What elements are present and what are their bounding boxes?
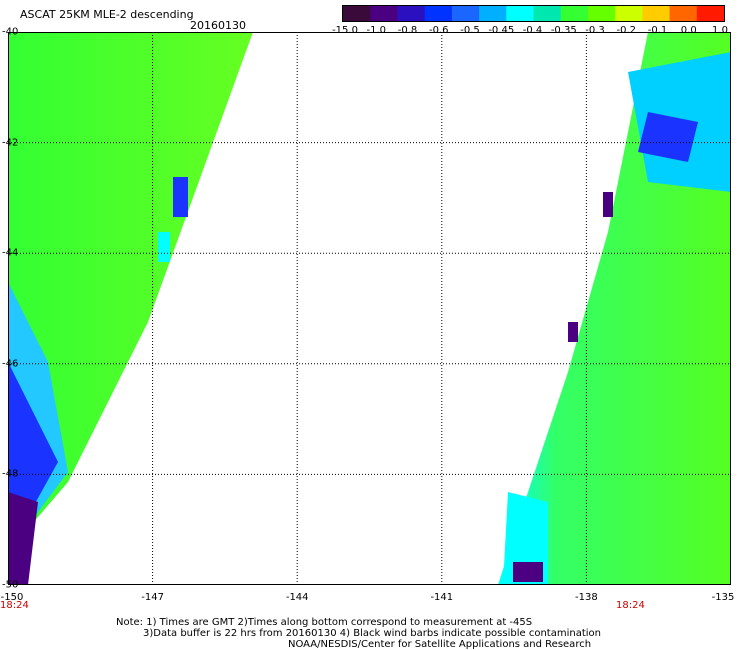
colorbar-tick-label: -15.0 [332, 25, 358, 36]
latitude-label: -48 [2, 468, 19, 480]
colorbar-tick-label: -0.8 [397, 25, 418, 36]
colorbar-swatch [560, 6, 589, 21]
latitude-label: -50 [2, 579, 19, 591]
colorbar-swatch [479, 6, 507, 21]
colorbar-tick-label: -0.45 [488, 25, 515, 36]
colorbar-tick-label: -0.2 [616, 25, 637, 36]
longitude-label: -141 [430, 592, 454, 603]
colorbar-swatch [642, 6, 671, 21]
colorbar-swatch [343, 6, 371, 21]
note-line-2: 3)Data buffer is 22 hrs from 20160130 4)… [143, 628, 601, 639]
colorbar-swatch [424, 6, 453, 21]
colorbar-tick-label: -0.6 [428, 25, 449, 36]
colorbar [342, 5, 725, 22]
map-plot [8, 32, 731, 585]
colorbar-swatch [506, 6, 534, 21]
latitude-label: -42 [2, 137, 19, 149]
colorbar-tick-label: -0.4 [522, 25, 543, 36]
colorbar-tick-label: 1.0 [712, 25, 728, 36]
longitude-label: -147 [141, 592, 164, 603]
map-grid [8, 32, 731, 585]
colorbar-tick-label: -0.35 [550, 25, 577, 36]
swath-right [498, 32, 731, 585]
latitude-label: -44 [2, 247, 19, 259]
colorbar-swatch [451, 6, 480, 21]
colorbar-swatch [615, 6, 643, 21]
colorbar-tick-label: -0.3 [585, 25, 605, 36]
colorbar-swatch [370, 6, 398, 21]
map-title: ASCAT 25KM MLE-2 descending [20, 8, 194, 21]
longitude-label: -150 [0, 592, 24, 603]
colorbar-swatch [397, 6, 426, 21]
latitude-label: -40 [2, 26, 19, 38]
latitude-label: -46 [2, 358, 19, 370]
colorbar-swatch [696, 6, 724, 21]
time-label-right: 18:24 [616, 600, 645, 611]
colorbar-tick-label: 0.0 [680, 25, 697, 36]
map-date: 20160130 [190, 19, 246, 32]
swath-left [8, 32, 253, 585]
longitude-label: -144 [285, 592, 309, 603]
colorbar-swatch [533, 6, 562, 21]
longitude-label: -138 [575, 592, 598, 603]
longitude-label: -135 [711, 592, 735, 603]
colorbar-swatch [587, 6, 616, 21]
colorbar-tick-label: -1.0 [366, 25, 387, 36]
colorbar-tick-label: -0.5 [460, 25, 480, 36]
note-line-3: NOAA/NESDIS/Center for Satellite Applica… [288, 639, 592, 650]
time-label-left: 18:24 [0, 600, 29, 611]
note-line-1: Note: 1) Times are GMT 2)Times along bot… [116, 617, 533, 628]
colorbar-swatch [669, 6, 698, 21]
colorbar-tick-label: -0.1 [647, 25, 668, 36]
